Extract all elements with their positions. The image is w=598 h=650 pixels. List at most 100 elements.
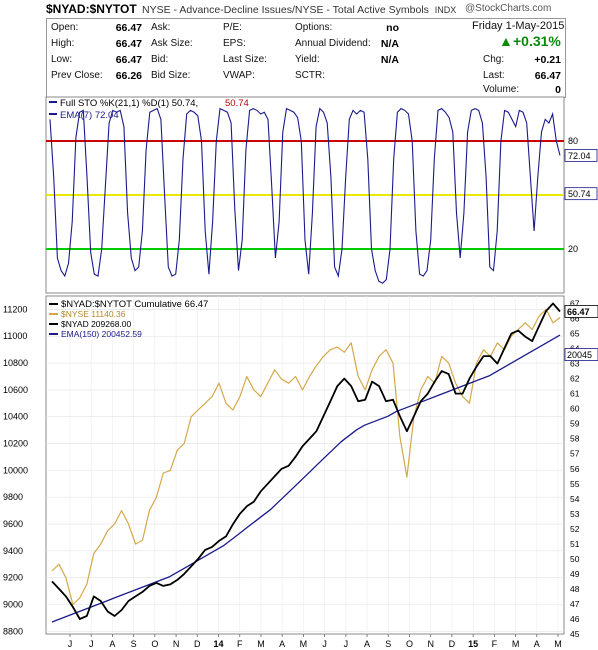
x-tick-label: S — [131, 639, 137, 649]
right-axis-tick-label: 47 — [570, 599, 580, 609]
quote-value: N/A — [380, 54, 399, 66]
quote-value: +0.21 — [534, 54, 561, 66]
right-axis-tick-label: 67 — [570, 299, 580, 309]
x-tick-label: A — [279, 639, 285, 649]
ema-150-line — [51, 334, 561, 623]
right-axis-tick-label: 53 — [570, 509, 580, 519]
right-axis-tick-label: 66 — [570, 314, 580, 324]
last-value-box — [564, 305, 598, 318]
legend-entry: EMA(150) 200452.59 — [61, 329, 142, 339]
right-axis-tick-label: 61 — [570, 389, 580, 399]
x-tick-label: O — [151, 639, 158, 649]
right-axis-tick-label: 52 — [570, 524, 580, 534]
legend-entry: EMA(7) 72.04 — [60, 110, 119, 121]
quote-label: Last Size: — [223, 54, 267, 65]
chart-description: NYSE - Advance-Decline Issues/NYSE - Tot… — [142, 4, 456, 16]
x-tick-label: F — [492, 639, 498, 649]
right-axis-tick-label: 58 — [570, 434, 580, 444]
legend-swatch — [49, 323, 58, 325]
last-value-box — [564, 348, 598, 361]
right-axis-tick-label: 62 — [570, 374, 580, 384]
x-tick-label: A — [364, 639, 370, 649]
left-axis-tick-label: 11200 — [3, 304, 27, 314]
left-axis-tick-label: 9000 — [3, 599, 23, 609]
right-axis-tick-label: 45 — [570, 629, 580, 639]
quote-label: Prev Close: — [51, 70, 103, 81]
quote-label: Chg: — [483, 54, 505, 65]
right-axis-tick-label: 65 — [570, 329, 580, 339]
x-tick-label: M — [512, 639, 520, 649]
quote-label: Ask Size: — [151, 38, 193, 49]
quote-label: Low: — [51, 54, 73, 65]
left-axis-tick-label: 10800 — [3, 358, 28, 368]
chart-symbol: $NYAD:$NYTOT — [46, 2, 137, 16]
cumulative-ad-line — [51, 302, 561, 620]
right-axis-tick-label: 57 — [570, 449, 580, 459]
change-percent: +0.31% — [513, 33, 561, 49]
right-axis-tick-label: 56 — [570, 464, 580, 474]
legend-entry: $NYAD:$NYTOT Cumulative 66.47 — [61, 299, 208, 310]
left-axis-tick-label: 8800 — [3, 626, 23, 636]
quote-label: P/E: — [223, 22, 242, 33]
up-arrow-icon: ▲ — [499, 33, 513, 49]
quote-value: 66.47 — [115, 38, 142, 50]
x-tick-label: N — [173, 639, 180, 649]
last-value-label: 72.04 — [568, 151, 591, 161]
quote-label: Last: — [483, 70, 505, 81]
quote-value: 66.26 — [115, 70, 142, 82]
quote-value: 0 — [555, 84, 561, 96]
right-axis-tick-label: 48 — [570, 584, 580, 594]
quote-panel: Open: 66.47 High: 66.47 Low: 66.47 Prev … — [46, 18, 566, 98]
quote-label: Volume: — [483, 84, 520, 95]
stochastic-line — [49, 107, 561, 284]
last-value-label: 20045 — [567, 350, 592, 360]
quote-value: 66.47 — [534, 70, 561, 82]
last-value-label: 50.74 — [568, 189, 591, 199]
x-tick-label: M — [257, 639, 265, 649]
right-axis-tick-label: 54 — [570, 494, 580, 504]
quote-label: EPS: — [223, 38, 246, 49]
quote-label: Ask: — [151, 22, 171, 33]
quote-value: 66.47 — [115, 22, 142, 34]
description-text: NYSE - Advance-Decline Issues/NYSE - Tot… — [142, 4, 429, 16]
x-tick-label: J — [68, 639, 73, 649]
x-tick-label: M — [300, 639, 308, 649]
legend-swatch — [49, 113, 57, 115]
legend-swatch — [49, 303, 58, 305]
legend-entry: Full STO %K(21,1) %D(1) 50.74, — [60, 98, 198, 109]
quote-date: Friday 1-May-2015 — [472, 20, 565, 32]
x-tick-label: J — [89, 639, 94, 649]
last-value-box — [564, 148, 598, 162]
legend-value: 50.74 — [225, 98, 249, 109]
watermark: @StockCharts.com — [465, 3, 552, 14]
x-tick-label: O — [406, 639, 413, 649]
quote-label: Options: — [295, 22, 333, 33]
left-axis-tick-label: 10200 — [3, 439, 28, 449]
legend-swatch — [49, 333, 58, 335]
left-axis-tick-label: 10000 — [3, 465, 28, 475]
exchange-text: INDX — [434, 5, 457, 15]
x-tick-label: J — [322, 639, 327, 649]
x-tick-label: N — [427, 639, 434, 649]
x-tick-label: D — [449, 639, 456, 649]
left-axis-tick-label: 10600 — [3, 385, 28, 395]
right-axis-tick-label: 50 — [570, 554, 580, 564]
quote-label: VWAP: — [223, 70, 255, 81]
last-value-box — [564, 187, 598, 201]
quote-label: Bid: — [151, 54, 169, 65]
x-tick-label: S — [385, 639, 391, 649]
y-tick-label: 80 — [568, 136, 578, 146]
quote-value: N/A — [380, 38, 399, 50]
quote-value: 66.47 — [115, 54, 142, 66]
last-value-label: 66.47 — [567, 307, 590, 317]
left-axis-tick-label: 11000 — [3, 331, 27, 341]
price-panel-frame — [45, 295, 565, 635]
right-axis-tick-label: 63 — [570, 359, 580, 369]
x-tick-label: A — [534, 639, 540, 649]
legend-entry: $NYSE 11140.36 — [61, 309, 126, 319]
x-tick-label: 15 — [468, 639, 478, 649]
legend-swatch — [49, 101, 57, 103]
right-axis-tick-label: 59 — [570, 419, 580, 429]
right-axis-tick-label: 51 — [570, 539, 580, 549]
